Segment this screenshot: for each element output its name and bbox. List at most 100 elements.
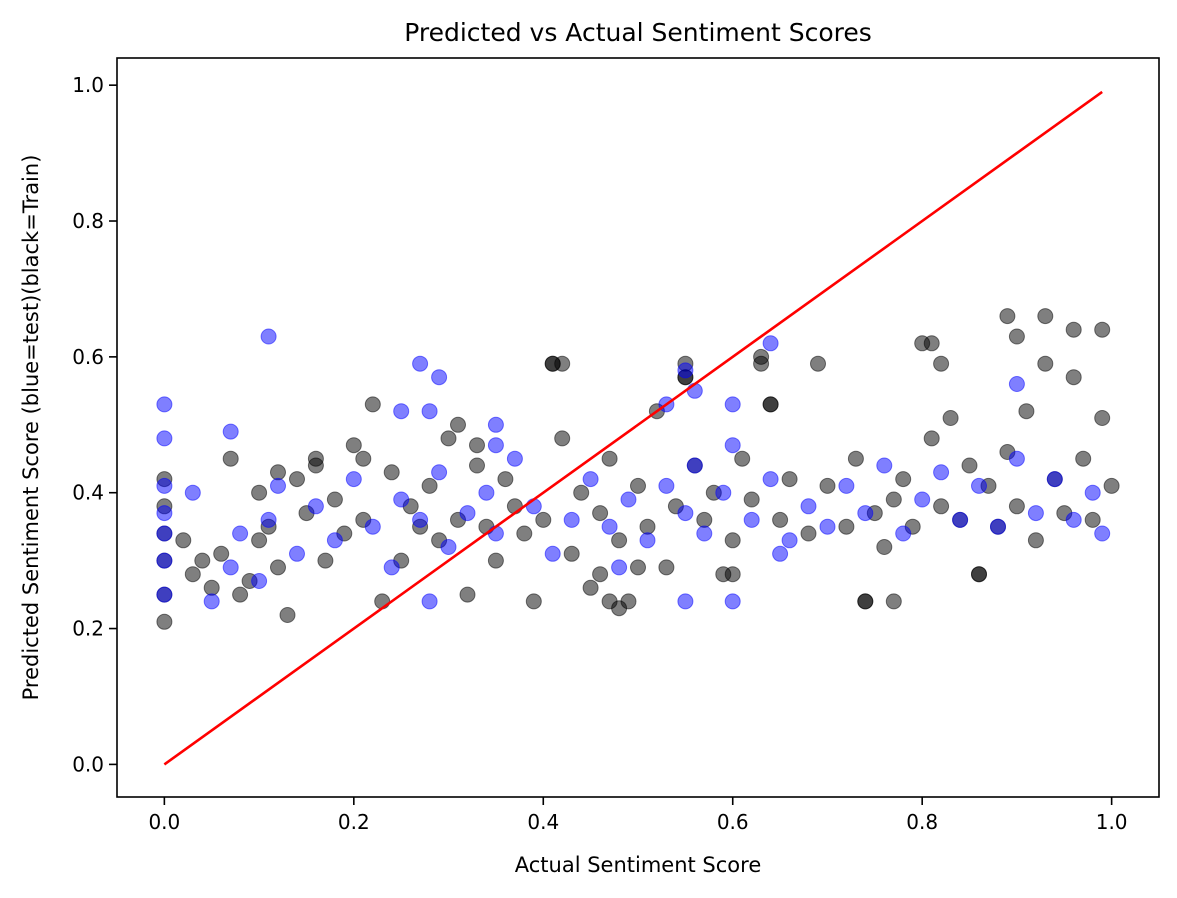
train-point	[1075, 450, 1092, 467]
test-point	[639, 532, 656, 549]
test-point	[611, 559, 628, 576]
train-point	[933, 498, 950, 515]
test-point	[762, 471, 779, 488]
test-point	[156, 505, 173, 522]
test-point	[895, 525, 912, 542]
train-point	[251, 484, 268, 501]
test-point	[156, 396, 173, 413]
train-point	[203, 579, 220, 596]
train-point	[734, 450, 751, 467]
train-point	[762, 396, 779, 413]
train-point	[999, 308, 1016, 325]
train-point	[1037, 308, 1054, 325]
test-point	[184, 484, 201, 501]
test-point	[1094, 525, 1111, 542]
train-point	[724, 532, 741, 549]
test-point	[326, 532, 343, 549]
test-point	[952, 511, 969, 528]
train-point	[279, 607, 296, 623]
test-point	[383, 559, 400, 576]
test-point	[156, 430, 173, 447]
test-point	[421, 593, 438, 610]
test-point	[156, 525, 173, 542]
x-axis-label: Actual Sentiment Score	[515, 853, 762, 877]
train-point	[1065, 369, 1082, 386]
train-point	[213, 545, 230, 562]
test-point	[1084, 484, 1101, 501]
test-point	[677, 362, 694, 379]
train-point	[535, 511, 552, 528]
train-point	[440, 430, 457, 447]
train-point	[696, 511, 713, 528]
test-point	[203, 593, 220, 610]
test-point	[724, 593, 741, 610]
train-point	[923, 335, 940, 352]
test-point	[762, 335, 779, 352]
train-point	[601, 450, 618, 467]
train-point	[658, 559, 675, 576]
test-point	[478, 484, 495, 501]
train-point	[971, 566, 987, 583]
test-point	[1008, 450, 1025, 467]
test-point	[289, 545, 305, 562]
train-point	[611, 532, 628, 549]
test-point	[345, 471, 362, 488]
train-point	[753, 355, 770, 372]
test-point	[971, 477, 987, 494]
train-point	[573, 484, 590, 501]
train-point	[923, 430, 940, 447]
train-point	[838, 518, 855, 535]
train-point	[450, 416, 466, 433]
train-point	[459, 586, 476, 603]
train-point	[611, 600, 628, 617]
train-point	[639, 518, 656, 535]
train-point	[819, 477, 836, 494]
test-point	[724, 396, 741, 413]
x-axis: 0.0 0.2 0.4 0.6 0.8 1.0	[148, 797, 1128, 834]
train-point	[497, 471, 514, 488]
train-point	[592, 505, 609, 522]
train-point	[961, 457, 978, 474]
test-point	[431, 369, 448, 386]
train-point	[1084, 511, 1101, 528]
y-axis-label: Predicted Sentiment Score (blue=test)(bl…	[19, 155, 43, 701]
plot-frame	[116, 57, 1160, 798]
test-point	[412, 355, 429, 372]
x-tick-label: 0.4	[527, 810, 559, 834]
test-point	[251, 573, 268, 589]
test-point	[563, 511, 580, 528]
x-tick-label: 0.6	[717, 810, 749, 834]
test-point	[1027, 505, 1044, 522]
train-point	[810, 355, 826, 372]
test-point	[743, 511, 760, 528]
y-tick-label: 0.0	[72, 752, 104, 776]
test-point	[544, 545, 561, 562]
train-point	[857, 593, 874, 610]
train-point	[232, 586, 249, 603]
test-point	[156, 586, 173, 603]
points-layer	[156, 308, 1120, 630]
train-point	[1103, 477, 1120, 494]
train-point	[847, 450, 864, 467]
train-point	[1008, 498, 1025, 515]
test-point	[800, 498, 817, 515]
train-point	[630, 477, 646, 494]
train-point	[251, 532, 268, 549]
train-point	[724, 566, 741, 583]
train-point	[1094, 321, 1111, 338]
test-point	[440, 539, 457, 555]
test-point	[431, 464, 448, 481]
train-point	[469, 437, 485, 454]
train-point	[307, 457, 324, 474]
train-point	[194, 552, 211, 569]
test-point	[601, 518, 618, 535]
reference-line-layer	[163, 90, 1103, 766]
test-point	[1065, 511, 1082, 528]
y-tick-label: 0.6	[72, 345, 104, 369]
test-point	[260, 328, 277, 345]
train-point	[781, 471, 798, 488]
test-point	[487, 437, 504, 454]
train-point	[1094, 410, 1111, 426]
test-point	[781, 532, 798, 549]
